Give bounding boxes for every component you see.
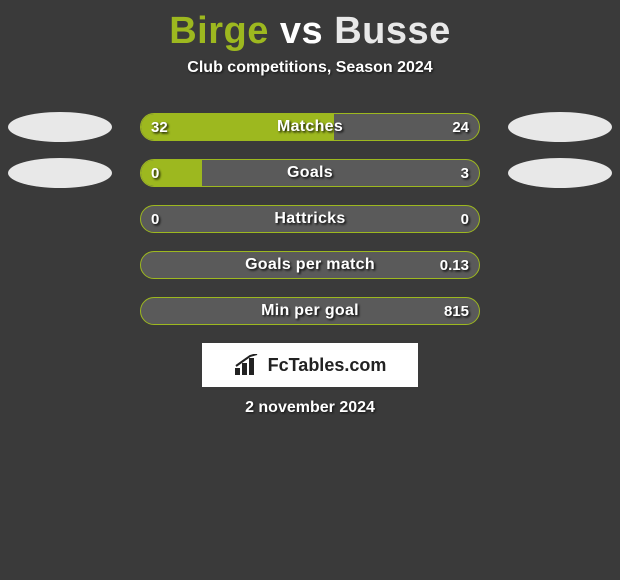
stat-bar: 00Hattricks [140,205,480,233]
footer-date: 2 november 2024 [0,399,620,417]
player2-silhouette [508,112,612,142]
stat-label: Hattricks [141,206,479,232]
comparison-infographic: Birge vs Busse Club competitions, Season… [0,0,620,417]
stat-bar: 815Min per goal [140,297,480,325]
stat-row: 03Goals [0,151,620,197]
stat-label: Min per goal [141,298,479,324]
vs-text: vs [280,10,323,52]
player1-silhouette [8,158,112,188]
stat-row: 815Min per goal [0,289,620,335]
player2-silhouette [508,158,612,188]
player2-name: Busse [334,10,451,52]
logo-text: FcTables.com [268,355,387,376]
stat-label: Goals per match [141,252,479,278]
logo-icon [234,354,262,376]
stat-row: 00Hattricks [0,197,620,243]
stat-label: Matches [141,114,479,140]
subtitle: Club competitions, Season 2024 [0,59,620,77]
stat-bar: 3224Matches [140,113,480,141]
stat-label: Goals [141,160,479,186]
stat-row: 0.13Goals per match [0,243,620,289]
player1-silhouette [8,112,112,142]
stat-row: 3224Matches [0,105,620,151]
stats-area: 3224Matches 03Goals 00Hattricks 0.13Goals p… [0,105,620,335]
logo-box: FcTables.com [202,343,418,387]
stat-bar: 03Goals [140,159,480,187]
player1-name: Birge [169,10,269,52]
page-title: Birge vs Busse [0,10,620,53]
stat-bar: 0.13Goals per match [140,251,480,279]
